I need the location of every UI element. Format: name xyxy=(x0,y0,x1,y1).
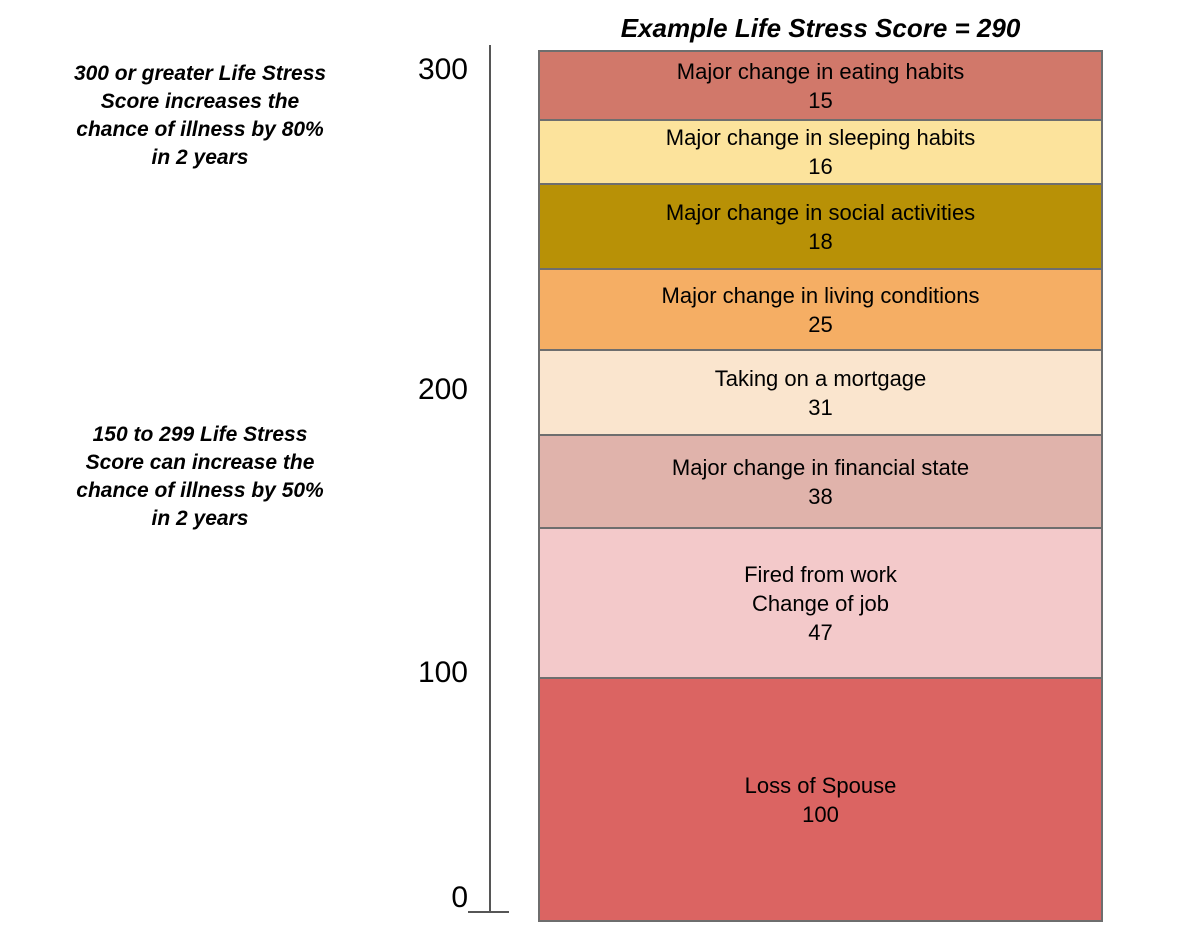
y-tick-label-200: 200 xyxy=(417,373,468,406)
bar-segment: Major change in living conditions 25 xyxy=(540,268,1101,349)
bar-segment: Loss of Spouse 100 xyxy=(540,677,1101,920)
bar-segment: Fired from work Change of job 47 xyxy=(540,527,1101,677)
annotation-300-or-greater: 300 or greater Life Stress Score increas… xyxy=(73,62,327,169)
segment-label: Major change in sleeping habits xyxy=(665,125,976,150)
stacked-bar: Major change in eating habits 15 Major cha… xyxy=(538,50,1103,922)
y-tick-label-300: 300 xyxy=(417,53,468,86)
segment-value: 38 xyxy=(808,483,833,509)
bar-segment: Taking on a mortgage 31 xyxy=(540,349,1101,434)
segment-value: 100 xyxy=(802,801,839,827)
chart-title: Example Life Stress Score = 290 xyxy=(620,13,1021,43)
segment-value: 25 xyxy=(808,311,833,337)
bar-segment: Major change in social activities 18 xyxy=(540,183,1101,268)
y-tick-label-100: 100 xyxy=(417,656,468,689)
segment-label: Loss of Spouse xyxy=(744,772,897,798)
segment-value: 16 xyxy=(808,154,833,179)
segment-label: Major change in eating habits xyxy=(676,58,965,84)
segment-value: 18 xyxy=(808,228,833,254)
segment-label: Major change in financial state xyxy=(671,454,970,480)
y-tick-label-0: 0 xyxy=(451,881,468,914)
segment-value: 15 xyxy=(808,87,833,113)
bar-segment: Major change in sleeping habits 16 xyxy=(540,119,1101,183)
segment-label: Fired from work Change of job xyxy=(744,561,897,616)
segment-label: Major change in living conditions xyxy=(661,282,980,308)
segment-value: 47 xyxy=(808,619,833,645)
annotation-150-to-299: 150 to 299 Life Stress Score can increas… xyxy=(76,423,324,530)
segment-value: 31 xyxy=(808,394,833,420)
segment-label: Major change in social activities xyxy=(665,199,976,225)
y-axis-zero-tick xyxy=(468,911,509,913)
bar-segment: Major change in eating habits 15 xyxy=(540,52,1101,119)
bar-segment: Major change in financial state 38 xyxy=(540,434,1101,527)
segment-label: Taking on a mortgage xyxy=(714,365,927,391)
y-axis-line xyxy=(489,45,491,912)
